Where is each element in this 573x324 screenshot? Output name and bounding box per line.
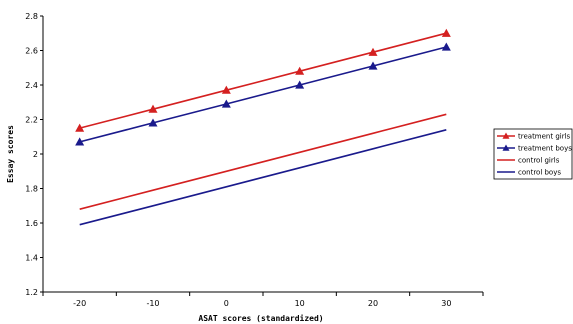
legend-label: treatment girls [518, 133, 571, 141]
data-point [441, 28, 451, 37]
y-tick-label: 1.6 [25, 219, 38, 228]
data-point [148, 104, 158, 113]
data-point [368, 61, 378, 70]
data-point [148, 118, 158, 127]
series-line-1 [79, 46, 447, 143]
series-line-2 [79, 113, 447, 210]
data-point [441, 42, 451, 51]
series-line-0 [79, 32, 447, 129]
x-tick-label: -20 [73, 299, 86, 308]
legend-label: treatment boys [518, 145, 572, 153]
y-axis-title: Essay scores [6, 125, 15, 183]
data-point [295, 66, 305, 75]
y-tick-label: 2.8 [25, 12, 38, 21]
x-tick-label: 20 [368, 299, 378, 308]
data-point [221, 99, 231, 108]
y-tick-label: 2.6 [25, 47, 38, 56]
series-line-3 [79, 129, 447, 226]
legend-label: control girls [518, 157, 560, 165]
x-tick-label: 0 [224, 299, 229, 308]
y-tick-label: 2.2 [25, 116, 38, 125]
data-point [75, 137, 85, 146]
y-tick-label: 1.2 [25, 288, 38, 297]
data-point [295, 80, 305, 89]
x-axis-title: ASAT scores (standardized) [198, 313, 323, 323]
legend-marker [502, 132, 510, 139]
y-tick-label: 1.4 [25, 254, 38, 263]
legend-marker [502, 144, 510, 151]
y-tick-label: 1.8 [25, 185, 38, 194]
data-point [221, 85, 231, 94]
y-tick-label: 2 [33, 150, 38, 159]
x-tick-label: -10 [146, 299, 159, 308]
y-tick-label: 2.4 [25, 81, 38, 90]
x-tick-label: 30 [441, 299, 451, 308]
data-point [368, 47, 378, 56]
x-tick-label: 10 [295, 299, 305, 308]
data-point [75, 123, 85, 132]
legend-label: control boys [518, 169, 561, 177]
